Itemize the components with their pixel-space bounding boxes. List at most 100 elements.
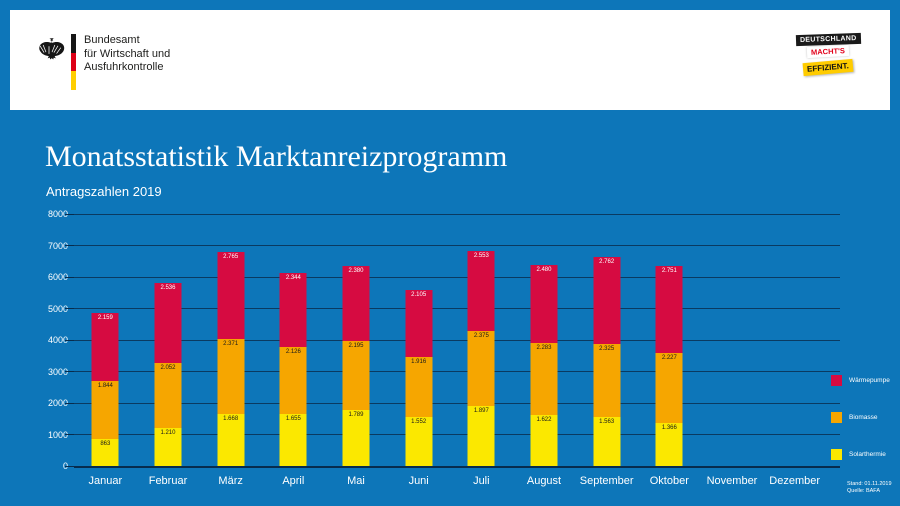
- bar-value-label: 2.126: [285, 348, 301, 355]
- bar-value-label: 1.916: [411, 358, 427, 365]
- y-tickmark: [65, 276, 74, 278]
- bar-value-label: 1.844: [97, 382, 113, 389]
- bar-column-november: [701, 214, 764, 466]
- agency-name-line-1: Bundesamt: [84, 34, 140, 46]
- bar-value-label: 2.052: [160, 365, 176, 372]
- bar-value-label: 1.563: [599, 418, 615, 425]
- bar-value-label: 1.210: [160, 429, 176, 436]
- gridline-5000: [74, 308, 840, 309]
- bar-value-label: 2.765: [223, 253, 239, 260]
- bar-segment-solarthermie: 1.366: [655, 423, 683, 466]
- bar-value-label: 2.325: [599, 345, 615, 352]
- bar-segment-solarthermie: 863: [91, 438, 119, 466]
- y-tickmark: [65, 339, 74, 341]
- badge-line-effizient: EFFIZIENT.: [802, 58, 854, 77]
- bar-value-label: 2.762: [599, 258, 615, 265]
- month-label-mai: Mai: [347, 475, 365, 487]
- agency-name-line-2: für Wirtschaft und: [84, 47, 171, 60]
- gridline-1000: [74, 434, 840, 435]
- y-tick-label: 2000: [47, 398, 68, 408]
- bar-segment-wärmepumpe: 2.380: [342, 265, 370, 341]
- bar-segment-biomasse: 2.227: [655, 352, 683, 423]
- plot-gridlines: [65, 213, 840, 468]
- bar-stack: 2.536 2.052 1.210: [154, 283, 182, 466]
- gridline-3000: [74, 371, 840, 372]
- bar-stack: 2.380 2.195 1.789: [342, 265, 370, 466]
- y-tick-label: 0: [28, 461, 68, 471]
- month-label-juni: Juni: [408, 475, 429, 487]
- y-tickmark: [65, 465, 74, 467]
- gridline-8000: [74, 213, 840, 215]
- gridline-6000: [74, 276, 840, 278]
- bar-value-label: 1.622: [536, 416, 552, 423]
- badge-line-machts: MACHT'S: [806, 44, 850, 59]
- y-tickmark: [65, 434, 74, 435]
- month-label-dezember: Dezember: [769, 475, 821, 487]
- bar-value-label: 1.655: [285, 415, 301, 422]
- page-title: Monatsstatistik Marktanreizprogramm: [45, 140, 508, 173]
- bar-column-mai: 2.380 2.195 1.789: [325, 214, 388, 466]
- bar-value-label: 2.380: [348, 267, 364, 274]
- bar-value-label: 1.668: [223, 415, 239, 422]
- header-band: Bundesamt für Wirtschaft und Ausfuhrkont…: [10, 10, 890, 110]
- bar-value-label: 2.480: [536, 266, 552, 273]
- bar-column-märz: 2.765 2.371 1.668: [199, 214, 262, 466]
- bar-stack: 2.344 2.126 1.655: [279, 273, 307, 466]
- gridline-2000: [74, 402, 840, 404]
- bar-segment-biomasse: 2.283: [530, 343, 558, 415]
- y-tick-label: 1000: [47, 429, 68, 440]
- bar-value-label: 1.552: [411, 419, 427, 426]
- bar-segment-wärmepumpe: 2.480: [530, 264, 558, 344]
- badge-line-deutschland: DEUTSCHLAND: [795, 32, 861, 47]
- bar-value-label: 2.375: [473, 333, 489, 340]
- legend-swatch: [831, 449, 842, 460]
- month-label-juli: Juli: [473, 475, 490, 487]
- bar-value-label: 2.105: [411, 292, 427, 299]
- month-label-oktober: Oktober: [649, 475, 689, 487]
- y-axis: 0 1000 2000 3000 4000 5000 6000 7000 8000: [28, 209, 68, 476]
- bar-column-dezember: [763, 214, 826, 466]
- bar-segment-biomasse: 1.916: [405, 356, 433, 418]
- y-tickmark: [65, 213, 74, 215]
- bar-segment-biomasse: 1.844: [91, 380, 119, 439]
- legend-swatch: [831, 412, 842, 423]
- bar-column-juli: 2.553 2.375 1.897: [450, 214, 513, 466]
- y-tickmark: [65, 402, 74, 404]
- bar-segment-biomasse: 2.325: [593, 343, 621, 417]
- bar-value-label: 1.366: [661, 425, 677, 431]
- month-label-april: April: [282, 475, 305, 487]
- legend-item-solarthermie: Solarthermie: [831, 449, 886, 460]
- bar-segment-wärmepumpe: 2.344: [279, 273, 307, 347]
- legend-label: Biomasse: [849, 414, 878, 421]
- footnote-stand: Stand: 01.11.2019: [847, 481, 892, 487]
- federal-eagle-icon: [36, 38, 65, 60]
- bar-stack: 2.159 1.844 863: [91, 312, 119, 466]
- bar-value-label: 2.159: [97, 314, 113, 321]
- gridline-7000: [74, 245, 840, 246]
- bar-column-oktober: 2.751 2.227 1.366: [638, 214, 701, 466]
- bar-stack: 2.480 2.283 1.622: [530, 264, 558, 466]
- gridline-0: [74, 465, 840, 468]
- bar-segment-biomasse: 2.052: [154, 363, 182, 428]
- agency-name-line-3: Ausfuhrkontrolle: [84, 61, 164, 73]
- x-axis: Januar Februar März April Mai Juni Juli August S…: [74, 475, 826, 495]
- month-label-november: November: [706, 475, 758, 487]
- bar-value-label: 2.371: [223, 340, 239, 347]
- german-flag-stripe: [71, 34, 76, 91]
- bar-segment-solarthermie: 1.668: [217, 413, 245, 466]
- bar-value-label: 2.195: [348, 342, 364, 349]
- bar-segment-solarthermie: 1.789: [342, 409, 370, 466]
- bar-stack: 2.553 2.375 1.897: [467, 251, 495, 466]
- bar-segment-wärmepumpe: 2.765: [217, 251, 245, 339]
- legend-swatch: [831, 375, 842, 386]
- bar-value-label: 2.344: [285, 275, 301, 282]
- deutschland-machts-effizient-badge: DEUTSCHLAND MACHT'S EFFIZIENT.: [795, 28, 861, 77]
- y-tick-label: 6000: [47, 272, 68, 282]
- bar-column-september: 2.762 2.325 1.563: [575, 214, 638, 466]
- gridline-4000: [74, 339, 840, 341]
- y-tick-label: 3000: [47, 366, 68, 377]
- bar-segment-wärmepumpe: 2.751: [655, 266, 683, 353]
- bar-segment-solarthermie: 1.552: [405, 417, 433, 466]
- y-tickmark: [65, 308, 74, 309]
- y-tick-label: 4000: [47, 335, 68, 345]
